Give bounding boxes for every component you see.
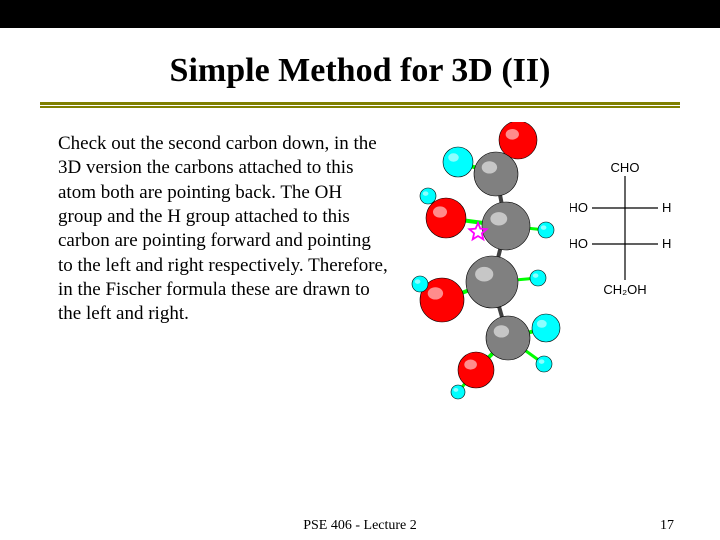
diagram-area: CHO HO H HO H CH₂OH — [398, 132, 680, 432]
molecule-3d-diagram — [398, 122, 578, 412]
body-paragraph: Check out the second carbon down, in the… — [58, 132, 388, 432]
fischer-r2-left: HO — [570, 236, 588, 251]
atom-H_c4b — [536, 356, 552, 372]
fischer-r1-left: HO — [570, 200, 588, 215]
fischer-projection: CHO HO H HO H CH₂OH — [570, 158, 680, 298]
content-row: Check out the second carbon down, in the… — [0, 108, 720, 432]
atom-H_c2 — [538, 222, 554, 238]
atom-C4 — [486, 316, 530, 360]
fischer-r2-right: H — [662, 236, 671, 251]
atom-H_o2 — [420, 188, 436, 204]
atom-H_c1 — [443, 147, 473, 177]
atom-H_o4 — [451, 385, 465, 399]
footer-center: PSE 406 - Lecture 2 — [303, 518, 417, 534]
fischer-bottom: CH₂OH — [603, 282, 646, 297]
atom-C3 — [466, 256, 518, 308]
fischer-top: CHO — [611, 160, 640, 175]
atom-C2 — [482, 202, 530, 250]
atom-O_c4 — [458, 352, 494, 388]
atom-O_top — [499, 122, 537, 159]
title-rule-top — [40, 102, 680, 105]
fischer-r1-right: H — [662, 200, 671, 215]
atom-C1 — [474, 152, 518, 196]
footer-page-number: 17 — [660, 518, 674, 534]
atom-O_c2 — [426, 198, 466, 238]
atom-H_c3 — [530, 270, 546, 286]
atom-H_o3 — [412, 276, 428, 292]
top-black-bar — [0, 0, 720, 28]
slide-title: Simple Method for 3D (II) — [0, 28, 720, 102]
atom-H_c4a — [532, 314, 560, 342]
